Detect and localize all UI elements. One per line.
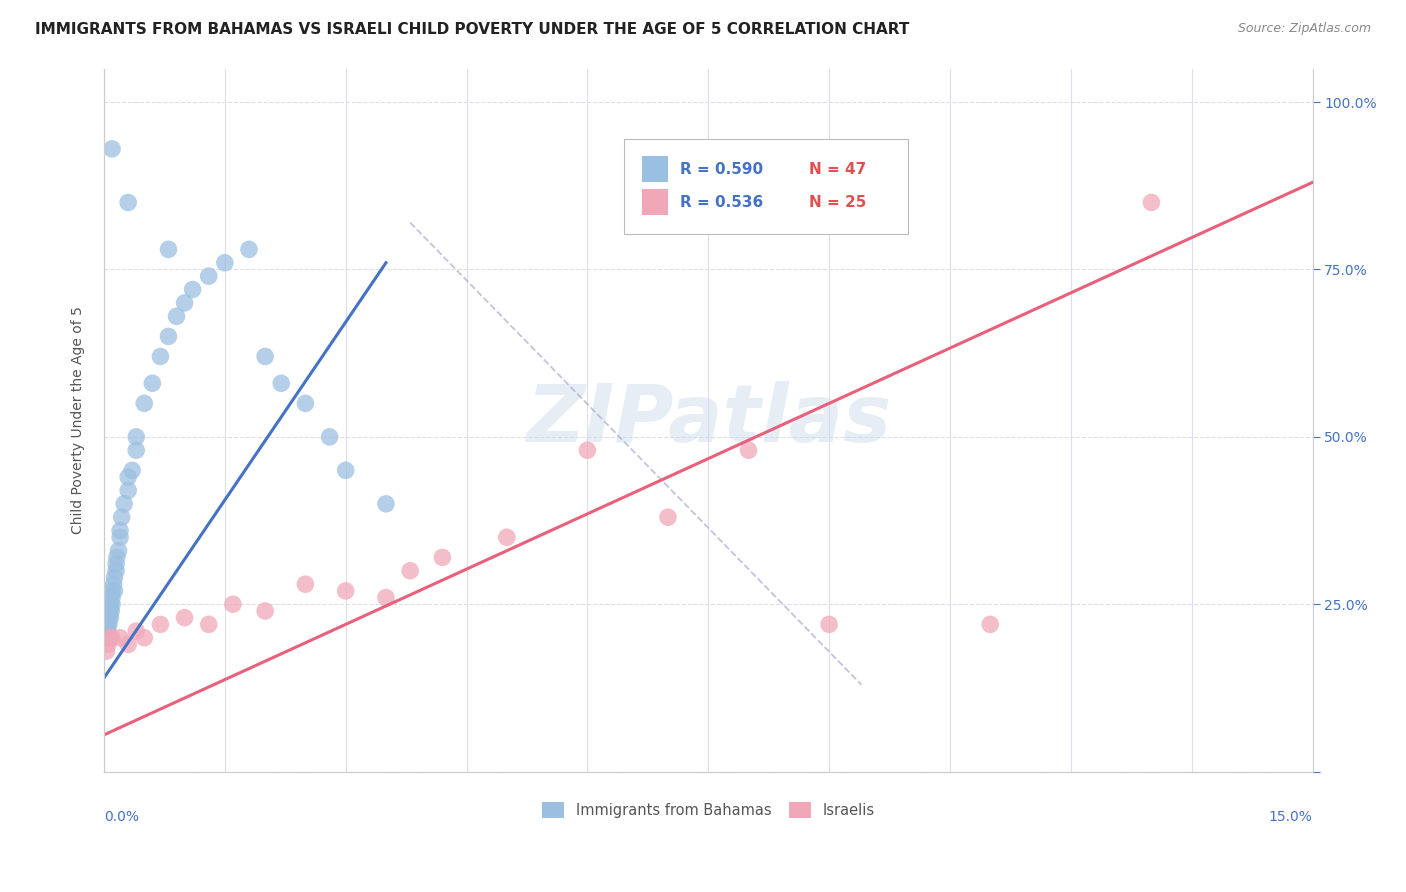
Point — [117, 637, 139, 651]
Point — [375, 497, 398, 511]
Point — [100, 610, 122, 624]
Point — [117, 195, 139, 210]
Point — [141, 376, 163, 391]
Y-axis label: Child Poverty Under the Age of 5: Child Poverty Under the Age of 5 — [72, 306, 86, 534]
Point — [96, 644, 118, 658]
Point — [375, 591, 398, 605]
Text: IMMIGRANTS FROM BAHAMAS VS ISRAELI CHILD POVERTY UNDER THE AGE OF 5 CORRELATION : IMMIGRANTS FROM BAHAMAS VS ISRAELI CHILD… — [35, 22, 910, 37]
Point — [238, 243, 260, 257]
Point — [254, 604, 277, 618]
Point — [157, 243, 180, 257]
Point — [181, 283, 204, 297]
Point — [254, 350, 277, 364]
Point — [96, 624, 118, 638]
Point — [98, 604, 121, 618]
Point — [117, 470, 139, 484]
Point — [294, 577, 316, 591]
Text: Source: ZipAtlas.com: Source: ZipAtlas.com — [1237, 22, 1371, 36]
Point — [101, 142, 124, 156]
Point — [101, 591, 124, 605]
Point — [134, 396, 156, 410]
Point — [432, 550, 454, 565]
Point — [97, 624, 120, 638]
Point — [97, 637, 120, 651]
Point — [657, 510, 679, 524]
Point — [105, 557, 128, 571]
Point — [1140, 195, 1163, 210]
Point — [173, 296, 195, 310]
Point — [149, 350, 172, 364]
Point — [107, 543, 129, 558]
Point — [125, 624, 148, 638]
Point — [399, 564, 422, 578]
Point — [134, 631, 156, 645]
Point — [97, 610, 120, 624]
Point — [105, 550, 128, 565]
Point — [576, 443, 599, 458]
Point — [197, 269, 219, 284]
Point — [103, 577, 125, 591]
FancyBboxPatch shape — [641, 156, 668, 183]
Point — [111, 510, 134, 524]
Text: R = 0.536: R = 0.536 — [681, 194, 763, 210]
Point — [214, 256, 236, 270]
Point — [737, 443, 759, 458]
FancyBboxPatch shape — [624, 139, 908, 234]
Point — [117, 483, 139, 498]
Point — [125, 443, 148, 458]
Text: N = 25: N = 25 — [808, 194, 866, 210]
Point — [197, 617, 219, 632]
Point — [294, 396, 316, 410]
Text: N = 47: N = 47 — [808, 161, 866, 177]
Point — [103, 570, 125, 584]
Point — [101, 631, 124, 645]
Point — [112, 497, 135, 511]
Point — [335, 583, 357, 598]
Point — [108, 631, 131, 645]
Legend: Immigrants from Bahamas, Israelis: Immigrants from Bahamas, Israelis — [536, 797, 880, 824]
Point — [270, 376, 292, 391]
Point — [100, 604, 122, 618]
Text: ZIPatlas: ZIPatlas — [526, 381, 891, 459]
Text: R = 0.590: R = 0.590 — [681, 161, 763, 177]
Point — [149, 617, 172, 632]
Text: 15.0%: 15.0% — [1268, 810, 1313, 824]
Point — [335, 463, 357, 477]
Point — [100, 631, 122, 645]
Point — [101, 597, 124, 611]
Point — [318, 430, 340, 444]
Point — [157, 329, 180, 343]
Point — [94, 631, 117, 645]
Point — [979, 617, 1001, 632]
Point — [108, 530, 131, 544]
Point — [173, 610, 195, 624]
Point — [108, 524, 131, 538]
Point — [103, 583, 125, 598]
Text: 0.0%: 0.0% — [104, 810, 139, 824]
Point — [96, 631, 118, 645]
Point — [97, 617, 120, 632]
Point — [495, 530, 517, 544]
Point — [105, 564, 128, 578]
Point — [121, 463, 143, 477]
Point — [96, 617, 118, 632]
Point — [101, 583, 124, 598]
Point — [166, 310, 188, 324]
Point — [818, 617, 841, 632]
Point — [97, 617, 120, 632]
Point — [222, 597, 245, 611]
Point — [100, 597, 122, 611]
FancyBboxPatch shape — [641, 189, 668, 216]
Point — [125, 430, 148, 444]
